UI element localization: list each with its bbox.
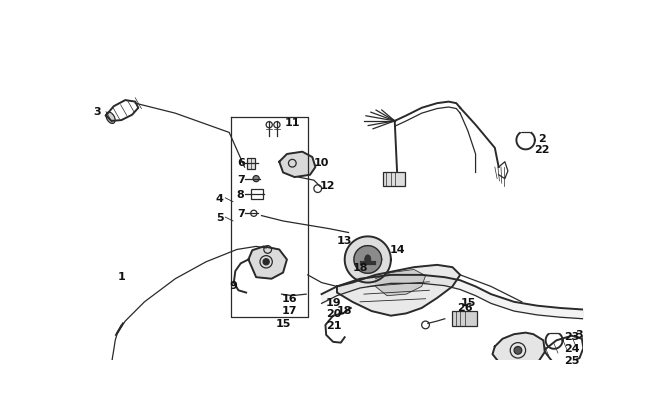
Polygon shape xyxy=(337,265,460,316)
Circle shape xyxy=(253,176,259,182)
Text: 7: 7 xyxy=(237,174,244,184)
Text: 24: 24 xyxy=(564,343,580,353)
Polygon shape xyxy=(248,247,287,279)
Circle shape xyxy=(263,259,269,265)
Text: 12: 12 xyxy=(320,180,335,190)
Polygon shape xyxy=(493,333,545,370)
Text: 26: 26 xyxy=(457,303,473,312)
Polygon shape xyxy=(344,237,391,283)
Text: 15: 15 xyxy=(460,297,476,307)
Bar xyxy=(452,311,477,327)
Polygon shape xyxy=(354,246,382,274)
Text: 15: 15 xyxy=(276,319,291,328)
Bar xyxy=(384,173,405,187)
Text: 25: 25 xyxy=(564,355,580,364)
Text: 11: 11 xyxy=(285,118,300,128)
Text: 9: 9 xyxy=(229,280,237,290)
Text: 10: 10 xyxy=(314,157,330,167)
Text: 18: 18 xyxy=(352,262,368,273)
Text: 19: 19 xyxy=(326,297,342,307)
Bar xyxy=(251,190,263,199)
Bar xyxy=(247,158,255,169)
Text: 16: 16 xyxy=(281,293,297,303)
Polygon shape xyxy=(376,270,426,296)
Text: 7: 7 xyxy=(237,209,244,219)
Text: 2: 2 xyxy=(538,134,545,143)
Polygon shape xyxy=(280,152,315,178)
Text: 23: 23 xyxy=(564,332,580,342)
Text: 18: 18 xyxy=(337,305,352,315)
Text: 20: 20 xyxy=(326,309,342,319)
Text: 21: 21 xyxy=(326,320,342,330)
Text: 17: 17 xyxy=(281,305,297,315)
Text: 3: 3 xyxy=(93,107,101,117)
Text: 5: 5 xyxy=(216,213,224,223)
Ellipse shape xyxy=(106,113,115,124)
Ellipse shape xyxy=(365,255,371,264)
Text: 1: 1 xyxy=(118,271,125,281)
Text: 22: 22 xyxy=(534,145,549,155)
Text: 8: 8 xyxy=(237,190,244,200)
Text: 4: 4 xyxy=(216,194,224,203)
Text: 6: 6 xyxy=(237,157,244,167)
Text: 3: 3 xyxy=(576,329,583,339)
Text: 14: 14 xyxy=(389,245,405,255)
Text: 13: 13 xyxy=(337,236,352,245)
Circle shape xyxy=(514,347,522,354)
